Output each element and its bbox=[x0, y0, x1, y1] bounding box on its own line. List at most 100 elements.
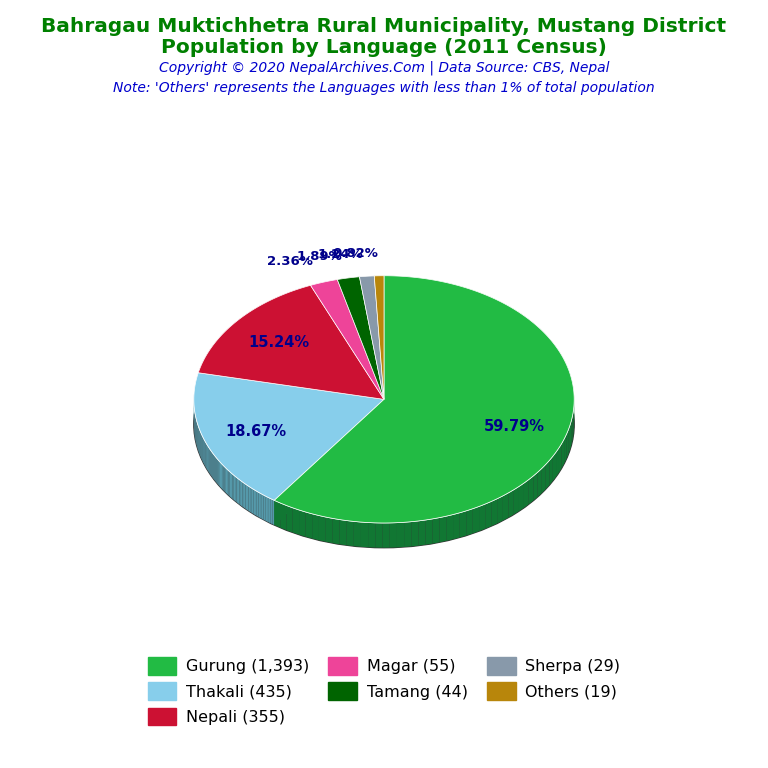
Polygon shape bbox=[354, 521, 361, 547]
Polygon shape bbox=[262, 494, 263, 520]
Polygon shape bbox=[274, 399, 384, 525]
Polygon shape bbox=[556, 448, 559, 477]
Polygon shape bbox=[446, 515, 453, 541]
Polygon shape bbox=[280, 503, 286, 530]
Polygon shape bbox=[319, 515, 326, 541]
Polygon shape bbox=[310, 280, 384, 399]
Text: 59.79%: 59.79% bbox=[484, 419, 545, 434]
Polygon shape bbox=[226, 468, 227, 494]
Polygon shape bbox=[194, 372, 384, 500]
Polygon shape bbox=[460, 511, 466, 538]
Polygon shape bbox=[263, 495, 265, 521]
Polygon shape bbox=[404, 521, 412, 547]
Polygon shape bbox=[361, 522, 368, 548]
Polygon shape bbox=[221, 463, 222, 489]
Polygon shape bbox=[274, 276, 574, 523]
Polygon shape bbox=[231, 473, 233, 498]
Text: 15.24%: 15.24% bbox=[248, 335, 310, 349]
Polygon shape bbox=[274, 276, 574, 523]
Polygon shape bbox=[561, 439, 564, 468]
Polygon shape bbox=[359, 276, 384, 399]
Polygon shape bbox=[198, 286, 384, 399]
Polygon shape bbox=[235, 476, 237, 502]
Polygon shape bbox=[382, 523, 389, 548]
Polygon shape bbox=[389, 523, 397, 548]
Polygon shape bbox=[273, 499, 274, 525]
Polygon shape bbox=[210, 450, 211, 476]
Polygon shape bbox=[206, 442, 207, 468]
Polygon shape bbox=[546, 460, 549, 489]
Text: 2.36%: 2.36% bbox=[267, 254, 313, 267]
Polygon shape bbox=[570, 421, 571, 450]
Polygon shape bbox=[564, 435, 566, 464]
Polygon shape bbox=[425, 519, 432, 545]
Polygon shape bbox=[533, 472, 538, 501]
Polygon shape bbox=[194, 372, 384, 500]
Polygon shape bbox=[432, 518, 439, 544]
Polygon shape bbox=[237, 478, 238, 503]
Legend: Gurung (1,393), Thakali (435), Nepali (355), Magar (55), Tamang (44), Sherpa (29: Gurung (1,393), Thakali (435), Nepali (3… bbox=[140, 649, 628, 733]
Polygon shape bbox=[514, 486, 519, 515]
Polygon shape bbox=[213, 452, 214, 478]
Polygon shape bbox=[553, 452, 556, 481]
Polygon shape bbox=[519, 483, 524, 511]
Text: Bahragau Muktichhetra Rural Municipality, Mustang District: Bahragau Muktichhetra Rural Municipality… bbox=[41, 18, 727, 36]
Polygon shape bbox=[223, 465, 224, 492]
Text: Note: 'Others' represents the Languages with less than 1% of total population: Note: 'Others' represents the Languages … bbox=[113, 81, 655, 95]
Polygon shape bbox=[326, 517, 333, 543]
Polygon shape bbox=[211, 452, 213, 478]
Polygon shape bbox=[337, 276, 384, 399]
Polygon shape bbox=[217, 459, 219, 485]
Polygon shape bbox=[255, 490, 257, 516]
Text: Population by Language (2011 Census): Population by Language (2011 Census) bbox=[161, 38, 607, 57]
Polygon shape bbox=[466, 508, 473, 535]
Polygon shape bbox=[333, 518, 339, 545]
Polygon shape bbox=[238, 478, 240, 505]
Polygon shape bbox=[253, 489, 255, 515]
Polygon shape bbox=[198, 286, 384, 399]
Polygon shape bbox=[247, 485, 249, 511]
Polygon shape bbox=[209, 448, 210, 473]
Polygon shape bbox=[265, 496, 267, 521]
Text: 1.24%: 1.24% bbox=[318, 247, 364, 260]
Polygon shape bbox=[208, 446, 209, 472]
Polygon shape bbox=[250, 487, 252, 513]
Polygon shape bbox=[528, 476, 533, 505]
Polygon shape bbox=[359, 276, 384, 399]
Polygon shape bbox=[473, 506, 479, 534]
Polygon shape bbox=[339, 520, 346, 545]
Polygon shape bbox=[571, 416, 572, 445]
Polygon shape bbox=[269, 498, 270, 523]
Polygon shape bbox=[258, 492, 260, 518]
Polygon shape bbox=[240, 480, 241, 505]
Text: 1.89%: 1.89% bbox=[296, 250, 342, 263]
Polygon shape bbox=[524, 479, 528, 508]
Polygon shape bbox=[257, 492, 258, 517]
Polygon shape bbox=[412, 521, 419, 546]
Polygon shape bbox=[214, 455, 216, 482]
Polygon shape bbox=[293, 508, 299, 535]
Polygon shape bbox=[313, 514, 319, 540]
Polygon shape bbox=[368, 522, 376, 548]
Polygon shape bbox=[566, 430, 568, 459]
Polygon shape bbox=[306, 512, 313, 538]
Polygon shape bbox=[492, 498, 497, 526]
Polygon shape bbox=[572, 412, 573, 441]
Polygon shape bbox=[220, 462, 221, 488]
Polygon shape bbox=[219, 461, 220, 486]
Polygon shape bbox=[419, 520, 425, 545]
Polygon shape bbox=[274, 500, 280, 528]
Ellipse shape bbox=[194, 300, 574, 548]
Text: 0.82%: 0.82% bbox=[333, 247, 379, 260]
Polygon shape bbox=[374, 276, 384, 399]
Polygon shape bbox=[497, 496, 503, 524]
Polygon shape bbox=[439, 516, 446, 542]
Polygon shape bbox=[346, 521, 354, 546]
Polygon shape bbox=[228, 471, 230, 496]
Polygon shape bbox=[503, 493, 508, 521]
Polygon shape bbox=[549, 456, 553, 485]
Polygon shape bbox=[249, 486, 250, 512]
Polygon shape bbox=[244, 483, 246, 508]
Polygon shape bbox=[541, 465, 546, 493]
Polygon shape bbox=[207, 445, 208, 471]
